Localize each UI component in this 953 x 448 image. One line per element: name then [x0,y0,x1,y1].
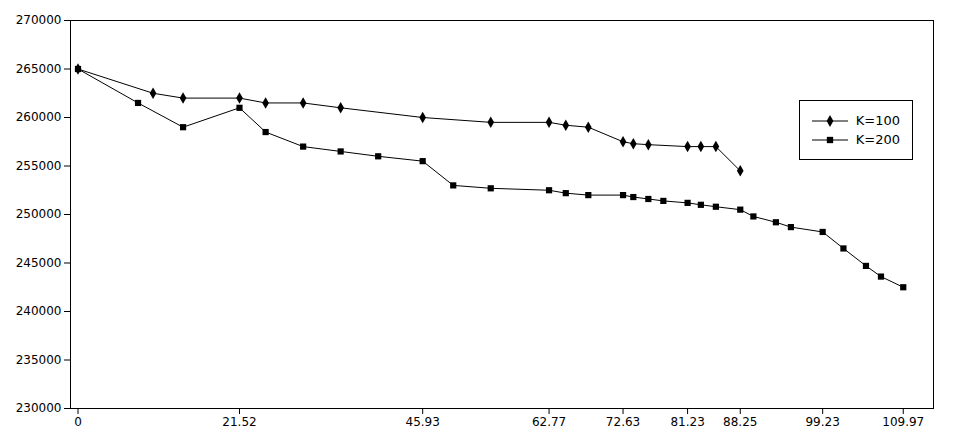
svg-text:240000: 240000 [16,304,62,318]
svg-text:88.25: 88.25 [723,415,757,429]
svg-text:260000: 260000 [16,110,62,124]
svg-text:230000: 230000 [16,401,62,415]
svg-text:72.63: 72.63 [606,415,640,429]
svg-text:62.77: 62.77 [532,415,566,429]
svg-text:81.23: 81.23 [670,415,704,429]
svg-text:109.97: 109.97 [882,415,924,429]
svg-text:235000: 235000 [16,353,62,367]
html-text:K=100: K=100 [855,113,900,128]
svg-text:45.93: 45.93 [405,415,439,429]
svg-text:21.52: 21.52 [222,415,256,429]
svg-text:265000: 265000 [16,62,62,76]
svg-text:255000: 255000 [16,159,62,173]
html-text:K=200: K=200 [855,132,900,147]
svg-text:270000: 270000 [16,13,62,27]
svg-text:99.23: 99.23 [805,415,839,429]
svg-text:250000: 250000 [16,207,62,221]
svg-text:0: 0 [74,415,82,429]
svg-text:245000: 245000 [16,256,62,270]
